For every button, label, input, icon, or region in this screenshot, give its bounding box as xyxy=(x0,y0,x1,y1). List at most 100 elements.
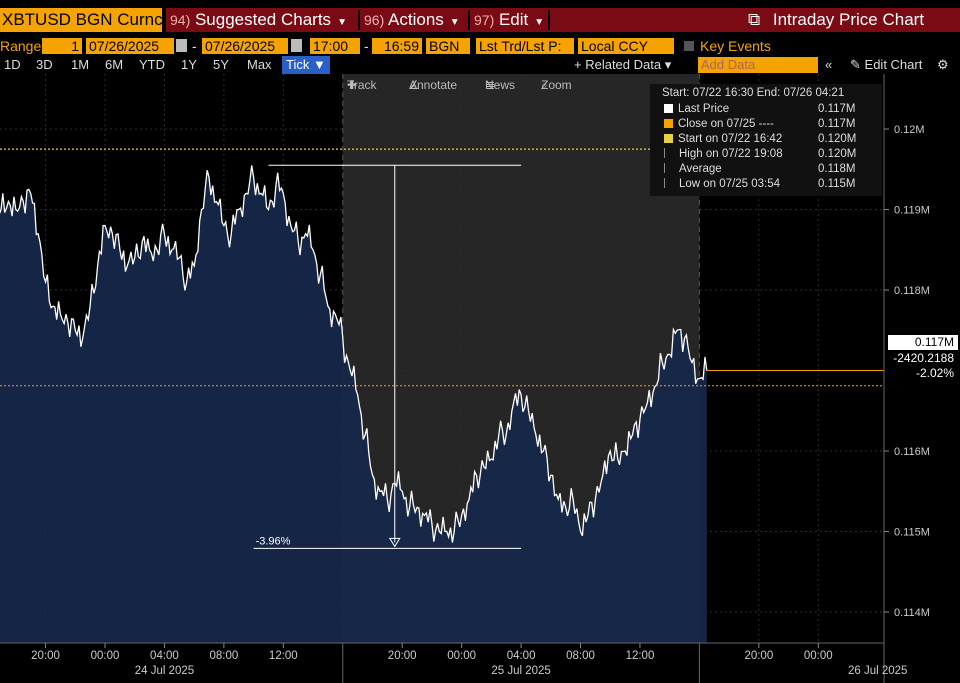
range-max-button[interactable]: Max xyxy=(247,57,272,72)
legend-row: Start on 07/22 16:42 0.120M xyxy=(664,132,856,147)
x-axis: 20:00 00:00 04:00 08:00 12:00 20:00 00:00 04:00… xyxy=(0,642,907,683)
range-value-field[interactable]: 1 xyxy=(42,38,82,54)
menu-divider xyxy=(358,10,360,30)
legend-row: Low on 07/25 03:54 0.115M xyxy=(664,177,856,192)
edit-menu[interactable]: 97) Edit ▼ xyxy=(474,8,544,32)
tick-dropdown[interactable]: Tick ▼ xyxy=(282,56,330,74)
range-5y-button[interactable]: 5Y xyxy=(213,57,229,72)
x-tick-label: 04:00 xyxy=(150,650,179,662)
legend-value: 0.117M xyxy=(818,103,856,115)
start-time-field[interactable]: 17:00 xyxy=(310,38,360,54)
magnifier-icon: ⌕ xyxy=(541,78,548,92)
window-title: ⧉ Intraday Price Chart xyxy=(748,8,924,32)
menu-bar xyxy=(166,8,960,32)
x-day-label: 24 Jul 2025 xyxy=(135,665,194,677)
last-price-box: 0.117M xyxy=(888,335,958,350)
legend-value: 0.118M xyxy=(818,163,856,175)
related-data-button[interactable]: + Related Data ▾ xyxy=(574,57,672,72)
range-1d-button[interactable]: 1D xyxy=(4,57,21,72)
net-change-box: -2420.2188 xyxy=(888,351,958,366)
menu-label: Suggested Charts xyxy=(194,10,332,29)
x-day-label: 25 Jul 2025 xyxy=(491,665,550,677)
average-marker-icon xyxy=(664,163,672,173)
legend-label: Start on 07/22 16:42 xyxy=(678,133,783,145)
end-time-field[interactable]: 16:59 xyxy=(372,38,422,54)
pencil-icon: ∠ xyxy=(409,78,420,92)
actions-menu[interactable]: 96) Actions ▼ xyxy=(364,8,460,32)
y-tick-label: 0.119M xyxy=(894,205,930,217)
y-tick-label: 0.118M xyxy=(894,285,930,297)
menu-number: 96) xyxy=(364,12,385,28)
zoom-label: Zoom xyxy=(541,78,572,92)
chart-legend[interactable]: Start: 07/22 16:30 End: 07/26 04:21 Last… xyxy=(650,84,882,196)
top-bar: XBTUSD BGN Curncy 94) Suggested Charts ▼ … xyxy=(0,0,960,37)
range-6m-button[interactable]: 6M xyxy=(105,57,124,72)
source-field[interactable]: BGN xyxy=(426,38,470,54)
x-tick-label: 00:00 xyxy=(91,650,120,662)
chevron-down-icon: ▼ xyxy=(337,17,347,28)
chevron-down-icon: ▼ xyxy=(449,17,460,28)
y-tick-label: 0.12M xyxy=(894,124,925,136)
menu-number: 94) xyxy=(170,12,191,28)
range-ytd-button[interactable]: YTD xyxy=(139,57,165,72)
pct-change-box: -2.02% xyxy=(888,366,958,381)
drawdown-label: -3.96% xyxy=(256,535,291,547)
legend-value: 0.117M xyxy=(818,118,856,130)
edit-chart-button[interactable]: ✎ Edit Chart xyxy=(850,56,922,74)
range-3d-button[interactable]: 3D xyxy=(36,57,53,72)
add-data-input[interactable]: Add Data xyxy=(698,57,818,73)
gear-icon[interactable]: ⚙ xyxy=(937,57,949,72)
legend-label: Last Price xyxy=(678,103,730,115)
external-link-icon[interactable]: ⧉ xyxy=(748,10,761,29)
range-toolbar: 1D 3D 1M 6M YTD 1Y 5Y Max Tick ▼ + Relat… xyxy=(0,56,960,74)
x-tick-label: 12:00 xyxy=(269,650,298,662)
calendar-icon[interactable] xyxy=(291,39,302,52)
key-events-label: Key Events xyxy=(700,38,771,54)
legend-range: Start: 07/22 16:30 End: 07/26 04:21 xyxy=(662,87,845,99)
legend-row: Average 0.118M xyxy=(664,162,856,177)
pencil-icon: ✎ xyxy=(850,57,861,72)
legend-value: 0.120M xyxy=(818,133,857,145)
start-date-field[interactable]: 07/26/2025 xyxy=(86,38,174,54)
news-icon: ≣ xyxy=(485,78,496,92)
end-date-field[interactable]: 07/26/2025 xyxy=(202,38,288,54)
range-1m-button[interactable]: 1M xyxy=(71,57,90,72)
drawdown-measure: -3.96% xyxy=(253,164,522,549)
calendar-icon[interactable] xyxy=(176,39,187,52)
x-tick-label: 20:00 xyxy=(31,650,60,662)
menu-label: Actions xyxy=(388,10,444,29)
legend-row: Last Price 0.117M xyxy=(664,102,856,117)
chart-tool-strip: ✚ Track ∠ Annotate ≣ News ⌕ Zoom xyxy=(343,76,601,94)
x-tick-label: 12:00 xyxy=(626,650,655,662)
legend-label: High on 07/22 19:08 xyxy=(679,148,783,160)
menu-number: 97) xyxy=(474,12,495,28)
range-1y-button[interactable]: 1Y xyxy=(181,57,197,72)
legend-label: Low on 07/25 03:54 xyxy=(679,178,781,190)
chevron-down-icon: ▼ xyxy=(534,17,545,28)
currency-select[interactable]: Local CCY xyxy=(578,38,674,54)
legend-row: High on 07/22 19:08 0.120M xyxy=(664,147,856,162)
security-ticker[interactable]: XBTUSD BGN Curncy xyxy=(0,8,162,32)
range-label: Range xyxy=(0,38,42,54)
x-tick-label: 08:00 xyxy=(209,650,238,662)
parameter-bar: Range 1 07/26/2025 - 07/26/2025 17:00 - … xyxy=(0,37,960,56)
y-tick-label: 0.115M xyxy=(894,527,930,539)
annotate-label: Annotate xyxy=(409,78,458,92)
legend-value: 0.115M xyxy=(818,178,856,190)
collapse-icon[interactable]: « xyxy=(825,57,833,72)
news-label: News xyxy=(485,78,516,92)
x-day-label: 26 Jul 2025 xyxy=(848,665,907,677)
legend-label: Close on 07/25 ---- xyxy=(678,118,774,130)
x-tick-label: 08:00 xyxy=(566,650,595,662)
x-tick-label: 20:00 xyxy=(744,650,773,662)
legend-row: Close on 07/25 ---- 0.117M xyxy=(664,117,856,132)
suggested-charts-menu[interactable]: 94) Suggested Charts ▼ xyxy=(170,8,347,32)
drawdown-arrow-head xyxy=(388,537,401,548)
legend-swatch xyxy=(664,104,673,113)
field-select[interactable]: Lst Trd/Lst P: xyxy=(476,38,574,54)
key-events-checkbox[interactable] xyxy=(684,41,694,51)
price-line xyxy=(0,165,708,543)
y-axis: 0.114M 0.115M 0.116M 0.118M 0.119M 0.12M xyxy=(883,74,930,683)
x-tick-label: 00:00 xyxy=(804,650,833,662)
x-tick-label: 04:00 xyxy=(507,650,536,662)
